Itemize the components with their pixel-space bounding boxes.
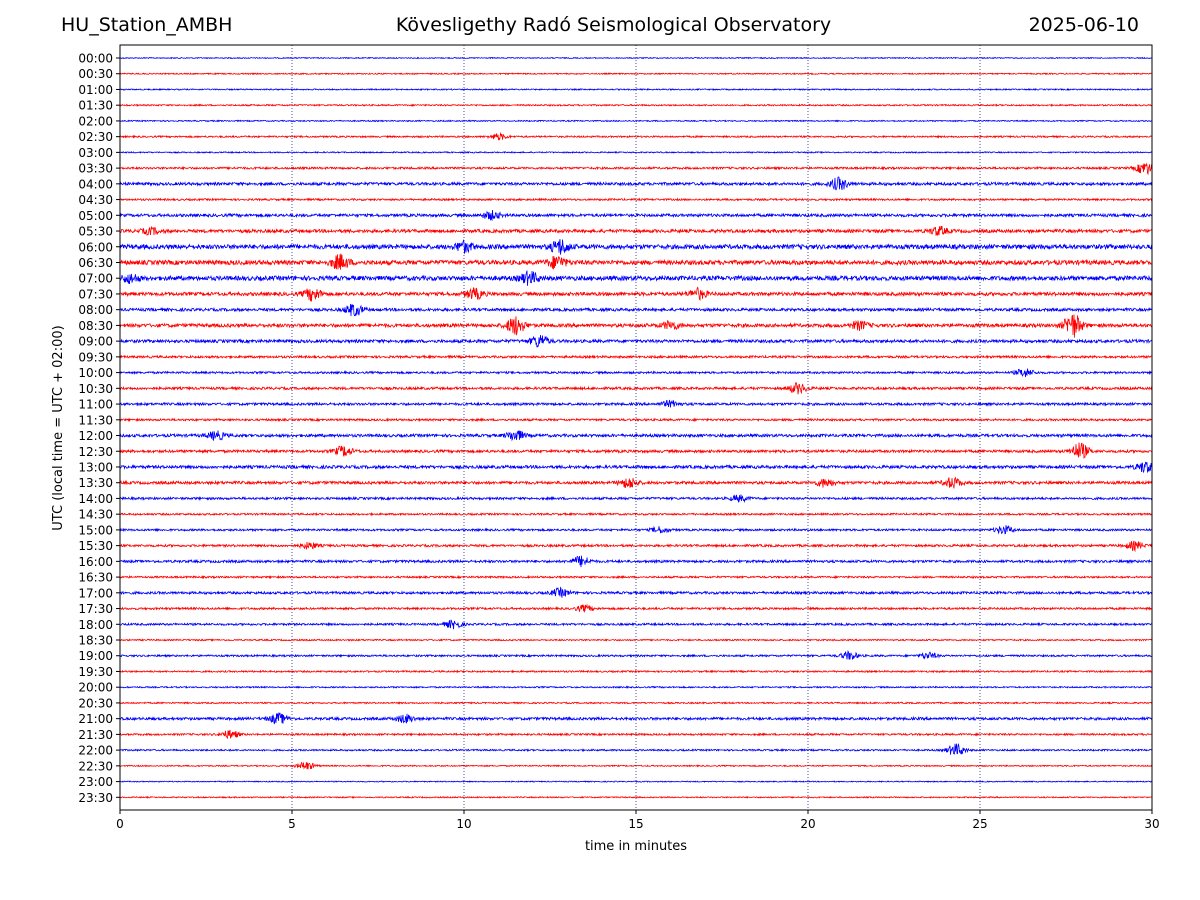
y-tick-label: 02:00 xyxy=(78,114,113,128)
y-tick-label: 23:30 xyxy=(78,791,113,805)
y-tick-label: 11:30 xyxy=(78,413,113,427)
observatory-title: Kövesligethy Radó Seismological Observat… xyxy=(395,14,832,36)
trace-0100 xyxy=(119,87,1153,92)
trace-1100 xyxy=(119,399,1153,408)
y-tick-label: 21:00 xyxy=(78,712,113,726)
y-tick-label: 08:30 xyxy=(78,319,113,333)
y-tick-label: 22:00 xyxy=(78,744,113,758)
y-tick-label: 20:00 xyxy=(78,681,113,695)
x-axis-label: time in minutes xyxy=(585,839,687,854)
trace-2330 xyxy=(119,795,1153,799)
y-tick-label: 19:30 xyxy=(78,665,113,679)
station-name: HU_Station_AMBH xyxy=(61,14,233,36)
y-tick-label: 10:30 xyxy=(78,382,113,396)
y-tick-label: 12:30 xyxy=(78,445,113,459)
trace-0830 xyxy=(119,314,1153,338)
trace-1730 xyxy=(119,603,1153,613)
y-tick-label: 21:30 xyxy=(78,728,113,742)
vertical-gridlines xyxy=(291,45,981,810)
trace-0430 xyxy=(119,197,1153,202)
y-tick-label: 17:00 xyxy=(78,586,113,600)
y-tick-label: 09:30 xyxy=(78,350,113,364)
trace-1600 xyxy=(119,555,1153,568)
x-tick-label: 20 xyxy=(800,817,815,831)
trace-2300 xyxy=(119,780,1153,783)
y-tick-label: 09:00 xyxy=(78,335,113,349)
trace-1900 xyxy=(119,650,1153,660)
y-tick-label: 10:00 xyxy=(78,366,113,380)
y-tick-label: 16:00 xyxy=(78,555,113,569)
y-tick-label: 15:30 xyxy=(78,539,113,553)
x-tick-label: 30 xyxy=(1144,817,1159,831)
y-tick-label: 02:30 xyxy=(78,130,113,144)
trace-0500 xyxy=(119,209,1153,222)
trace-2100 xyxy=(119,711,1153,725)
trace-1430 xyxy=(119,511,1153,517)
x-tick-label: 15 xyxy=(628,817,643,831)
y-tick-label: 00:00 xyxy=(78,52,113,66)
y-tick-label: 03:00 xyxy=(78,146,113,160)
y-tick-label: 11:00 xyxy=(78,398,113,412)
trace-1630 xyxy=(119,574,1153,580)
trace-1700 xyxy=(119,586,1153,598)
y-tick-label: 01:30 xyxy=(78,99,113,113)
y-tick-label: 20:30 xyxy=(78,696,113,710)
y-tick-label: 18:00 xyxy=(78,618,113,632)
y-tick-label: 05:30 xyxy=(78,225,113,239)
y-tick-label: 16:30 xyxy=(78,571,113,585)
trace-1500 xyxy=(119,525,1153,535)
x-tick-label: 25 xyxy=(972,817,987,831)
y-tick-label: 08:00 xyxy=(78,303,113,317)
y-tick-label: 14:00 xyxy=(78,492,113,506)
record-date: 2025-06-10 xyxy=(1028,14,1139,36)
y-tick-label: 13:00 xyxy=(78,460,113,474)
trace-0030 xyxy=(119,72,1153,76)
x-tick-label: 5 xyxy=(288,817,296,831)
y-tick-label: 13:30 xyxy=(78,476,113,490)
y-tick-label: 23:00 xyxy=(78,775,113,789)
y-tick-label: 04:30 xyxy=(78,193,113,207)
x-axis-ticks: 0 5 10 15 20 25 30 xyxy=(116,810,1160,831)
trace-0300 xyxy=(119,150,1153,154)
y-tick-label: 07:00 xyxy=(78,272,113,286)
y-tick-label: 14:30 xyxy=(78,508,113,522)
y-tick-label: 06:30 xyxy=(78,256,113,270)
trace-0230 xyxy=(119,131,1153,141)
trace-1300 xyxy=(119,461,1153,474)
x-tick-label: 0 xyxy=(116,817,124,831)
y-tick-label: 06:00 xyxy=(78,240,113,254)
trace-2130 xyxy=(120,729,1153,739)
y-tick-label: 00:30 xyxy=(78,67,113,81)
y-tick-label: 01:00 xyxy=(78,83,113,97)
trace-0800 xyxy=(119,303,1153,317)
y-tick-label: 22:30 xyxy=(78,759,113,773)
y-axis-label: UTC (local time = UTC + 02:00) xyxy=(51,325,66,530)
y-tick-label: 05:00 xyxy=(78,209,113,223)
y-tick-label: 19:00 xyxy=(78,649,113,663)
y-tick-label: 12:00 xyxy=(78,429,113,443)
x-tick-label: 10 xyxy=(456,817,471,831)
y-tick-label: 15:00 xyxy=(78,523,113,537)
y-tick-label: 04:00 xyxy=(78,177,113,191)
y-tick-label: 18:30 xyxy=(78,634,113,648)
y-tick-label: 17:30 xyxy=(78,602,113,616)
trace-0700 xyxy=(119,270,1153,286)
y-tick-label: 07:30 xyxy=(78,287,113,301)
y-tick-label: 03:30 xyxy=(78,162,113,176)
trace-2230 xyxy=(119,761,1153,770)
